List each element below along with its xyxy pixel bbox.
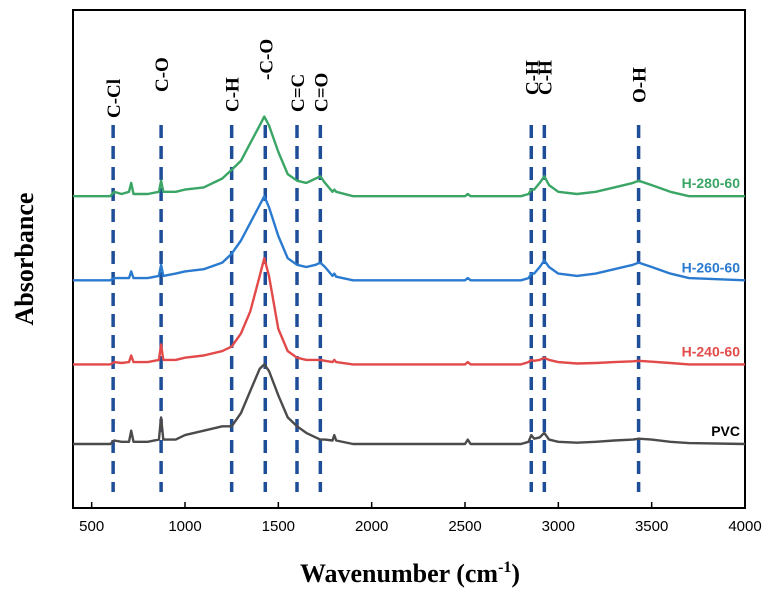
series-line-PVC	[73, 363, 746, 446]
annotation-label-3: -C-O	[256, 39, 277, 80]
series-line-H-260-60	[73, 195, 746, 282]
annotation-label-7: C-H	[535, 60, 556, 95]
y-axis-label: Absorbance	[10, 193, 39, 326]
annotation-label-5: C=O	[311, 73, 332, 112]
annotation-label-0: C-Cl	[104, 79, 125, 118]
x-tick-label-1000: 1000	[168, 518, 201, 535]
legend-label-H-240-60: H-240-60	[682, 343, 741, 359]
legend-label-PVC: PVC	[711, 423, 740, 439]
x-axis-label: Wavenumber (cm-1)	[300, 559, 520, 588]
x-tick-label-3500: 3500	[635, 518, 668, 535]
legend-label-H-260-60: H-260-60	[682, 259, 741, 275]
legend-label-H-280-60: H-280-60	[682, 175, 741, 191]
x-tick-label-1500: 1500	[262, 518, 295, 535]
annotation-label-2: C-H	[223, 77, 244, 112]
x-tick-label-2500: 2500	[448, 518, 481, 535]
x-axis-label-superscript: -1	[498, 559, 511, 576]
x-tick-label-4000: 4000	[728, 518, 761, 535]
plot-frame	[72, 9, 746, 509]
annotation-label-4: C=C	[288, 74, 309, 112]
legend-labels: H-280-60 H-260-60 H-240-60 PVC	[682, 175, 741, 439]
series-line-H-240-60	[73, 257, 745, 366]
x-axis-label-close: )	[511, 559, 520, 588]
x-tick-label-500: 500	[79, 518, 104, 535]
x-tick-label-2000: 2000	[355, 518, 388, 535]
annotation-label-8: O-H	[630, 67, 651, 103]
x-axis-ticks: 500 1000 1500 2000 2500 3000 3500 4000	[79, 502, 762, 535]
series-line-H-280-60	[73, 115, 745, 198]
x-tick-label-3000: 3000	[542, 518, 575, 535]
annotation-labels: C-ClC-OC-H-C-OC=C C=O C-HC-H O-H	[104, 39, 651, 118]
annotation-label-1: C-O	[152, 57, 173, 92]
x-axis-label-main: Wavenumber (cm	[300, 559, 498, 588]
annotation-label-6: C-H	[522, 60, 543, 95]
annotation-lines	[111, 125, 641, 492]
series-lines	[73, 115, 746, 446]
